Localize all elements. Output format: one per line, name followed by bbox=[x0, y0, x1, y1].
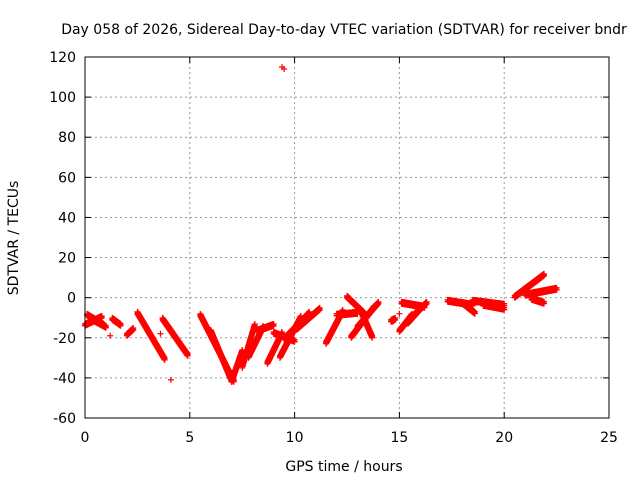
y-tick-label: 40 bbox=[58, 210, 76, 226]
y-tick-labels: -60 -40 -20 0 20 40 60 80 100 120 bbox=[49, 50, 76, 427]
data-point bbox=[107, 332, 114, 339]
data-series-sdtvar bbox=[82, 64, 560, 385]
data-point bbox=[270, 320, 277, 327]
data-point bbox=[501, 304, 508, 311]
data-point bbox=[369, 332, 376, 339]
x-axis-label: GPS time / hours bbox=[285, 459, 402, 475]
data-point bbox=[157, 330, 164, 337]
x-tick-label: 20 bbox=[495, 430, 513, 446]
data-point bbox=[117, 320, 124, 327]
data-point bbox=[102, 322, 109, 329]
data-point bbox=[167, 376, 174, 383]
x-tick-label: 0 bbox=[81, 430, 90, 446]
y-tick-label: 80 bbox=[58, 130, 76, 146]
x-tick-labels: 0 5 10 15 20 25 bbox=[81, 430, 618, 446]
data-point bbox=[161, 355, 168, 362]
chart-title: Day 058 of 2026, Sidereal Day-to-day VTE… bbox=[61, 22, 627, 38]
y-axis-label: SDTVAR / TECUs bbox=[6, 181, 22, 296]
data-point bbox=[291, 336, 298, 343]
data-point bbox=[390, 318, 397, 325]
data-point bbox=[392, 314, 399, 321]
data-point bbox=[423, 298, 430, 305]
data-point bbox=[375, 298, 382, 305]
plot-frame bbox=[84, 56, 610, 419]
y-tick-label: 100 bbox=[49, 90, 76, 106]
y-tick-label: -40 bbox=[53, 371, 76, 387]
data-point bbox=[184, 351, 191, 358]
y-tick-label: -60 bbox=[53, 411, 76, 427]
y-tick-label: 0 bbox=[67, 291, 76, 307]
data-point bbox=[316, 304, 323, 311]
data-point bbox=[98, 312, 105, 319]
x-tick-label: 10 bbox=[286, 430, 304, 446]
data-point bbox=[396, 310, 403, 317]
y-tick-label: 120 bbox=[49, 50, 76, 66]
axis-ticks bbox=[84, 56, 610, 419]
data-point bbox=[541, 298, 548, 305]
data-point bbox=[279, 64, 286, 71]
data-point bbox=[553, 286, 560, 293]
grid-lines bbox=[85, 57, 609, 418]
y-tick-label: -20 bbox=[53, 331, 76, 347]
data-point bbox=[130, 324, 137, 331]
y-tick-label: 60 bbox=[58, 170, 76, 186]
data-point bbox=[471, 308, 478, 315]
y-tick-label: 20 bbox=[58, 251, 76, 267]
data-point bbox=[417, 304, 424, 311]
x-tick-label: 5 bbox=[185, 430, 194, 446]
data-point bbox=[251, 320, 258, 327]
x-tick-label: 25 bbox=[600, 430, 618, 446]
data-point bbox=[541, 270, 548, 277]
x-tick-label: 15 bbox=[390, 430, 408, 446]
